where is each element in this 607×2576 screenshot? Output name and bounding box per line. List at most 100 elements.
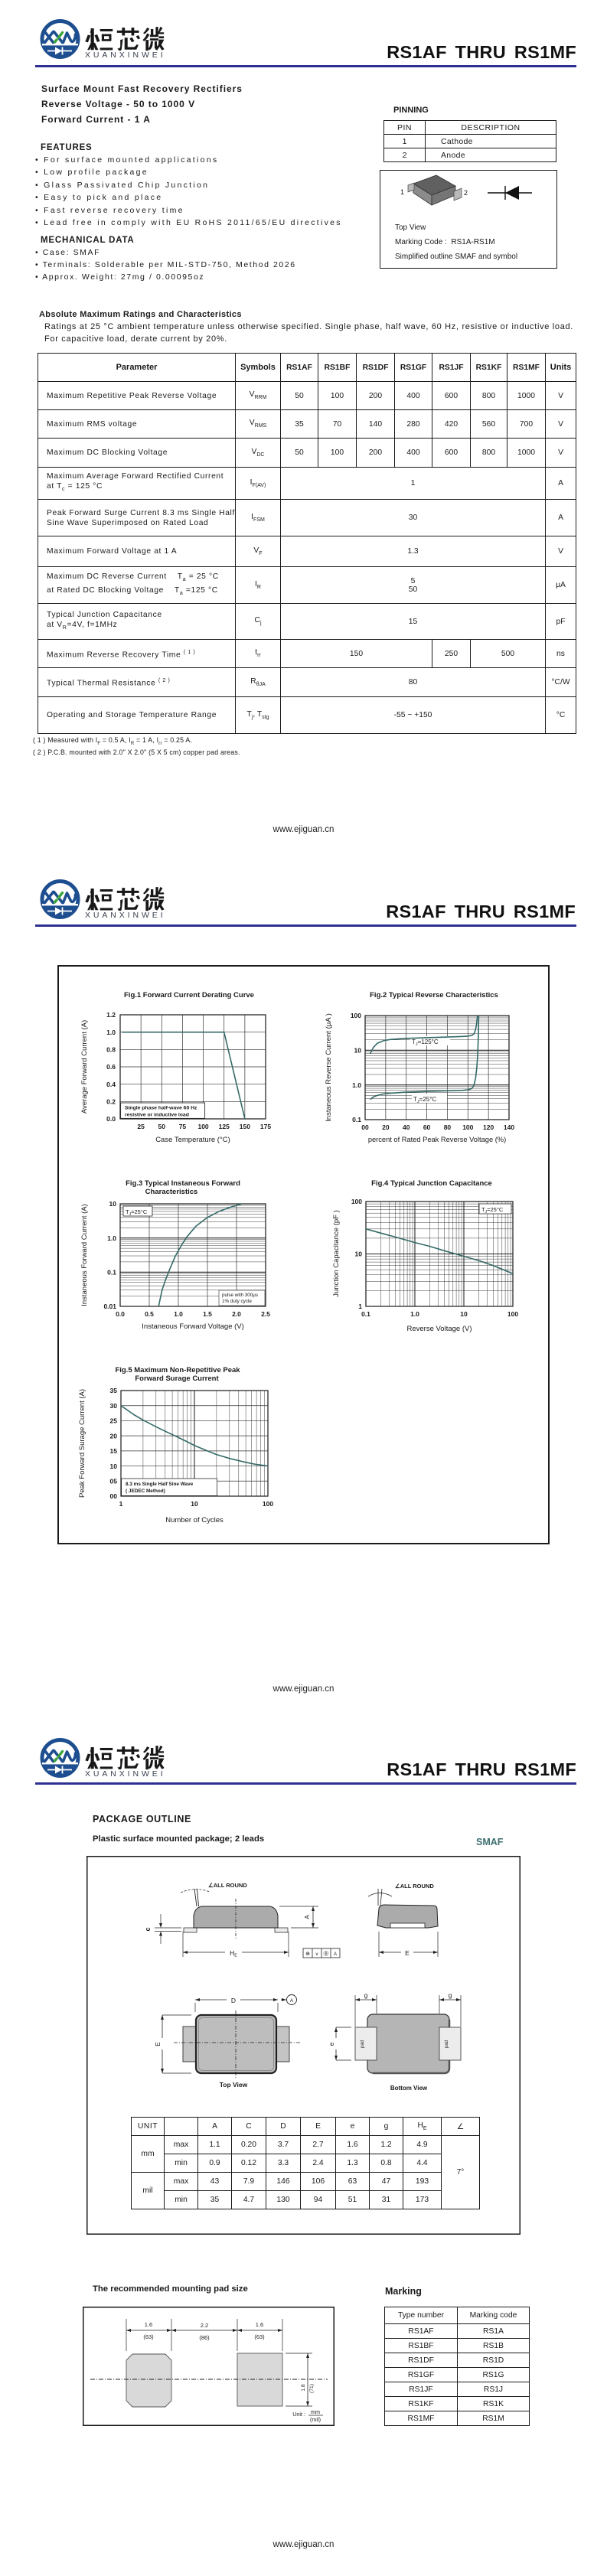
svg-text:05: 05 (110, 1477, 118, 1485)
svg-text:Instaneous Reverse Current (μ: Instaneous Reverse Current (μA ) (325, 1013, 333, 1122)
svg-text:Unit :: Unit : (292, 2411, 305, 2418)
svg-text:A: A (334, 1952, 337, 1957)
svg-text:Fig.5 Maximum Non-Repetitive: Fig.5 Maximum Non-Repetitive Peak (115, 1366, 240, 1374)
svg-text:Instaneous Forward Voltage (V): Instaneous Forward Voltage (V) (142, 1322, 244, 1331)
svg-text:Bottom View: Bottom View (390, 2085, 428, 2092)
svg-text:100: 100 (462, 1123, 473, 1131)
svg-text:TJ=125°C: TJ=125°C (412, 1039, 439, 1047)
svg-text:0.1: 0.1 (352, 1116, 361, 1123)
svg-text:(63): (63) (143, 2333, 154, 2340)
svg-text:percent of Rated Peak Reverse: percent of Rated Peak Reverse Voltage (%… (368, 1136, 506, 1143)
svg-text:g: g (449, 1991, 452, 1999)
svg-text:2: 2 (464, 189, 468, 197)
svg-text:15: 15 (110, 1447, 118, 1455)
svg-text:Top View: Top View (220, 2081, 248, 2089)
svg-text:XUANXINWEI: XUANXINWEI (85, 911, 166, 920)
svg-text:A: A (290, 1998, 294, 2004)
svg-text:( JEDEC Method): ( JEDEC Method) (126, 1489, 165, 1494)
svg-text:Fig.1 Forward Current Deratin: Fig.1 Forward Current Derating Curve (124, 991, 254, 999)
svg-text:100: 100 (351, 1198, 362, 1205)
svg-text:75: 75 (179, 1123, 187, 1130)
svg-text:Fig.4 Typical Junction Capaci: Fig.4 Typical Junction Capacitance (371, 1179, 492, 1188)
svg-text:1: 1 (358, 1303, 362, 1310)
svg-text:10: 10 (355, 1251, 363, 1258)
svg-text:1.0: 1.0 (174, 1310, 183, 1318)
svg-text:1: 1 (400, 188, 404, 196)
svg-text:HE: HE (230, 1949, 237, 1958)
svg-text:TJ=25°C: TJ=25°C (413, 1096, 436, 1104)
svg-text:20: 20 (110, 1432, 118, 1440)
svg-text:Fig.3 Typical Instaneous Forw: Fig.3 Typical Instaneous Forward (126, 1179, 240, 1188)
svg-text:10: 10 (354, 1047, 362, 1055)
svg-text:30: 30 (110, 1402, 118, 1410)
svg-text:80: 80 (444, 1123, 452, 1131)
svg-text:60: 60 (423, 1123, 431, 1131)
svg-text:25: 25 (137, 1123, 145, 1130)
svg-text:1.0: 1.0 (106, 1029, 116, 1036)
svg-text:100: 100 (263, 1500, 273, 1508)
svg-text:10: 10 (110, 1462, 118, 1470)
svg-text:1.0: 1.0 (352, 1081, 361, 1089)
svg-text:resistive or inductive load: resistive or inductive load (125, 1113, 189, 1118)
svg-text:50: 50 (158, 1123, 166, 1130)
svg-text:0.5: 0.5 (145, 1310, 154, 1318)
svg-text:pulse with 300μs: pulse with 300μs (222, 1293, 258, 1298)
svg-text:0.8: 0.8 (106, 1046, 116, 1054)
svg-text:2.5: 2.5 (261, 1310, 270, 1318)
svg-text:Case Temperature (°C): Case Temperature (°C) (155, 1136, 230, 1144)
svg-text:175: 175 (260, 1123, 271, 1130)
svg-text:XUANXINWEI: XUANXINWEI (85, 51, 166, 60)
svg-text:1.2: 1.2 (106, 1011, 116, 1019)
svg-text:A: A (304, 1915, 311, 1919)
svg-text:140: 140 (504, 1123, 514, 1131)
svg-text:E: E (405, 1949, 410, 1957)
svg-text:∠ALL ROUND: ∠ALL ROUND (208, 1882, 247, 1889)
svg-text:0.01: 0.01 (103, 1303, 116, 1310)
svg-text:2.2: 2.2 (201, 2322, 208, 2329)
svg-text:1.6: 1.6 (256, 2321, 263, 2328)
svg-text:c: c (144, 1927, 152, 1931)
svg-text:TJ=25°C: TJ=25°C (481, 1206, 504, 1215)
svg-text:⊕: ⊕ (305, 1952, 310, 1957)
svg-text:2.0: 2.0 (232, 1310, 241, 1318)
svg-text:100: 100 (351, 1012, 361, 1019)
svg-text:e: e (328, 2042, 335, 2046)
svg-text:pad: pad (445, 2040, 449, 2048)
svg-text:0.6: 0.6 (106, 1063, 116, 1071)
svg-text:1.0: 1.0 (107, 1234, 116, 1242)
svg-text:125: 125 (219, 1123, 230, 1130)
svg-text:Single phase half-wave 60 Hz: Single phase half-wave 60 Hz (125, 1106, 197, 1111)
svg-text:g: g (364, 1991, 368, 1999)
svg-text:25: 25 (110, 1417, 118, 1425)
svg-text:(63): (63) (254, 2333, 265, 2340)
svg-text:1.0: 1.0 (410, 1310, 419, 1318)
svg-text:8.3 ms Single Half Sine Wave: 8.3 ms Single Half Sine Wave (126, 1482, 194, 1487)
svg-text:150: 150 (240, 1123, 250, 1130)
svg-text:0.1: 0.1 (107, 1269, 116, 1277)
svg-text:Peak Forward Surage Current (A: Peak Forward Surage Current (A) (78, 1389, 86, 1498)
svg-text:10: 10 (191, 1500, 198, 1508)
svg-text:10: 10 (460, 1310, 468, 1318)
svg-text:(mil): (mil) (310, 2416, 321, 2423)
svg-text:0.0: 0.0 (106, 1115, 116, 1123)
svg-text:0.4: 0.4 (106, 1081, 116, 1088)
svg-text:Ⓑ: Ⓑ (324, 1951, 329, 1957)
svg-text:20: 20 (382, 1123, 390, 1131)
svg-text:∠ALL ROUND: ∠ALL ROUND (395, 1883, 434, 1890)
svg-text:Junction Capacitance (pF ): Junction Capacitance (pF ) (332, 1210, 341, 1297)
svg-text:00: 00 (361, 1123, 369, 1131)
svg-text:Characteristics: Characteristics (145, 1188, 198, 1196)
svg-text:Number of Cycles: Number of Cycles (165, 1516, 224, 1524)
svg-text:120: 120 (483, 1123, 494, 1131)
svg-text:0.2: 0.2 (106, 1098, 116, 1106)
svg-text:mm: mm (311, 2408, 320, 2415)
svg-text:0.1: 0.1 (361, 1310, 370, 1318)
svg-text:100: 100 (197, 1123, 208, 1130)
svg-text:TJ=25°C: TJ=25°C (126, 1208, 148, 1217)
svg-text:v: v (315, 1952, 318, 1957)
svg-text:40: 40 (403, 1123, 410, 1131)
svg-text:10: 10 (109, 1200, 117, 1208)
svg-text:1: 1 (119, 1500, 123, 1508)
svg-text:Marking Code : RS1A-RS1M: Marking Code : RS1A-RS1M (395, 238, 495, 246)
svg-text:Instaneous Forward Current (A): Instaneous Forward Current (A) (80, 1204, 89, 1306)
